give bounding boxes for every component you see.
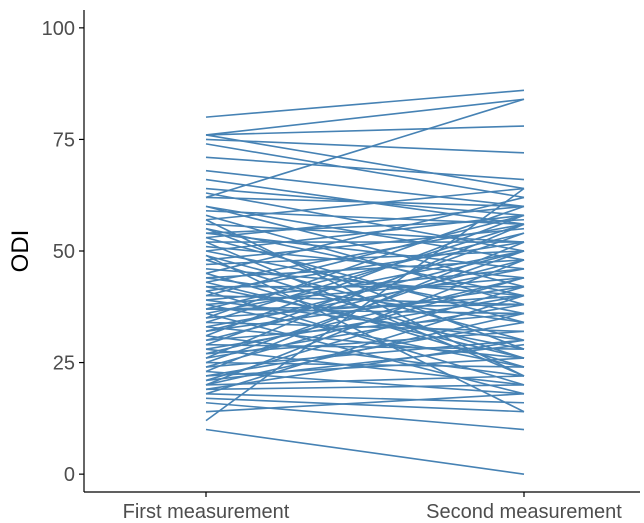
subject-line <box>205 205 525 239</box>
subject-line <box>205 143 525 199</box>
y-tick-label: 100 <box>42 18 75 40</box>
subject-line <box>205 285 525 333</box>
subject-line <box>205 397 525 413</box>
subject-line <box>205 89 525 118</box>
subject-line <box>205 196 525 275</box>
subject-line <box>205 156 525 181</box>
subject-line <box>205 401 525 431</box>
subject-line <box>205 312 525 386</box>
subject-line <box>205 98 525 199</box>
subject-line <box>205 393 525 413</box>
subject-line <box>205 303 525 310</box>
subject-line <box>205 281 525 359</box>
subject-line <box>205 223 525 324</box>
subject-line <box>205 138 525 154</box>
y-axis-title: ODI <box>7 230 34 273</box>
y-ticks-layer: 0 25 50 75 100 <box>42 18 84 486</box>
subject-line <box>205 214 525 337</box>
subject-line <box>205 205 525 319</box>
subject-line <box>205 187 525 221</box>
subject-line <box>205 223 525 359</box>
y-tick-label: 0 <box>64 464 75 486</box>
subject-line <box>205 232 525 346</box>
subject-line <box>205 169 525 208</box>
subject-line <box>205 254 525 413</box>
subject-line <box>205 428 525 475</box>
subject-line <box>205 375 525 386</box>
subject-line <box>205 219 525 377</box>
subject-line <box>205 393 525 404</box>
subject-line <box>205 187 525 422</box>
subject-line <box>205 98 525 136</box>
y-tick-label: 50 <box>53 241 75 263</box>
x-tick-label: First measurement <box>123 501 290 523</box>
y-tick-label: 75 <box>53 129 75 151</box>
subject-line <box>205 196 525 208</box>
subject-line <box>205 335 525 377</box>
y-tick-label: 25 <box>53 353 75 375</box>
subject-line <box>205 259 525 386</box>
subject-line <box>205 250 525 266</box>
x-tick-label: Second measurement <box>426 501 622 523</box>
paired-lines-layer <box>205 89 525 475</box>
subject-line <box>205 125 525 136</box>
subject-line <box>205 134 525 190</box>
subject-line <box>205 294 525 395</box>
subject-line <box>205 276 525 355</box>
subject-line <box>205 223 525 284</box>
x-ticks-layer: First measurement Second measurement <box>123 492 622 523</box>
subject-line <box>205 250 525 315</box>
